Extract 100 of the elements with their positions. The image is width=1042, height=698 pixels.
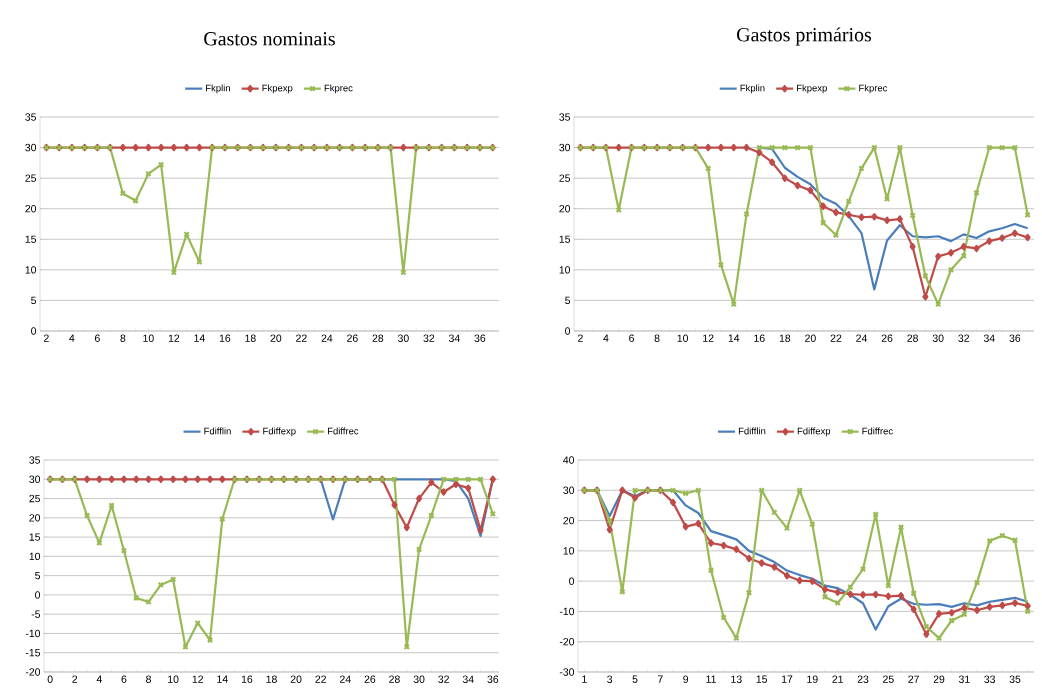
x-tick-label: 26 xyxy=(364,675,376,683)
x-tick-label: 7 xyxy=(657,675,663,683)
x-tick-label: 8 xyxy=(120,334,126,342)
x-tick-label: 22 xyxy=(315,675,326,683)
legend-label: Fdiffrec xyxy=(862,427,893,435)
y-tick-label: 10 xyxy=(563,547,575,555)
y-tick-label: 40 xyxy=(563,456,575,464)
legend-label: Fdiffexp xyxy=(263,427,296,437)
x-tick-label: 12 xyxy=(192,675,203,683)
y-tick-label: 20 xyxy=(25,205,37,213)
x-tick-label: 36 xyxy=(487,675,499,683)
y-tick-label: 0 xyxy=(565,327,571,335)
legend-label: Fkplin xyxy=(206,84,230,94)
y-tick-label: -20 xyxy=(559,638,575,646)
y-tick-label: -10 xyxy=(559,607,575,616)
x-tick-label: 34 xyxy=(448,334,460,342)
y-tick-label: 20 xyxy=(563,516,575,525)
x-tick-label: 5 xyxy=(632,675,638,683)
x-tick-label: 2 xyxy=(44,334,49,342)
x-tick-label: 0 xyxy=(47,675,53,683)
x-tick-label: 30 xyxy=(932,334,944,342)
x-tick-label: 6 xyxy=(629,334,634,342)
x-tick-label: 10 xyxy=(168,675,179,683)
y-tick-label: 30 xyxy=(25,143,37,152)
x-tick-label: 25 xyxy=(883,675,894,683)
x-tick-label: 30 xyxy=(397,334,409,342)
x-tick-label: 15 xyxy=(756,675,768,683)
x-tick-label: 28 xyxy=(389,675,400,683)
x-tick-label: 10 xyxy=(677,334,689,342)
x-tick-label: 14 xyxy=(728,334,740,342)
x-tick-label: 12 xyxy=(168,334,180,342)
x-tick-label: 32 xyxy=(438,675,449,683)
x-tick-label: 2 xyxy=(72,675,78,683)
y-tick-label: 15 xyxy=(29,533,41,541)
y-tick-label: -20 xyxy=(25,668,41,676)
x-tick-label: 13 xyxy=(731,675,742,683)
x-tick-label: 24 xyxy=(321,334,333,342)
x-tick-label: 14 xyxy=(194,334,205,342)
x-tick-label: 34 xyxy=(983,334,995,342)
x-tick-label: 24 xyxy=(856,334,868,342)
y-tick-label: 10 xyxy=(25,266,37,274)
y-tick-label: 10 xyxy=(559,266,571,274)
y-tick-label: 0 xyxy=(569,577,575,585)
x-tick-label: 17 xyxy=(781,675,793,683)
x-tick-label: 18 xyxy=(779,334,791,342)
x-tick-label: 21 xyxy=(832,675,843,683)
y-tick-label: 5 xyxy=(35,572,41,580)
x-tick-label: 16 xyxy=(219,334,231,342)
legend-label: Fdiffexp xyxy=(797,427,831,437)
x-tick-label: 33 xyxy=(984,675,996,683)
y-tick-label: 35 xyxy=(25,113,37,121)
y-tick-label: 15 xyxy=(25,235,37,243)
x-tick-label: 30 xyxy=(413,675,425,683)
y-tick-label: 35 xyxy=(29,456,41,464)
x-tick-label: 16 xyxy=(754,334,765,342)
x-tick-label: 22 xyxy=(296,334,307,342)
x-tick-label: 9 xyxy=(683,675,689,683)
x-tick-label: 31 xyxy=(958,675,970,683)
x-tick-label: 22 xyxy=(830,334,842,342)
legend-label: Fkprec xyxy=(859,84,888,94)
x-tick-label: 26 xyxy=(881,334,893,342)
y-tick-label: -30 xyxy=(559,668,575,676)
x-tick-label: 14 xyxy=(217,675,228,683)
legend-label: Fkpexp xyxy=(797,84,827,94)
x-tick-label: 20 xyxy=(805,334,816,342)
x-tick-label: 4 xyxy=(69,334,75,342)
x-tick-label: 8 xyxy=(146,675,151,683)
x-tick-label: 36 xyxy=(1009,334,1021,342)
y-tick-label: 0 xyxy=(31,327,37,335)
y-tick-label: 30 xyxy=(563,486,575,494)
x-tick-label: 3 xyxy=(607,675,613,683)
y-tick-label: 35 xyxy=(559,113,571,121)
x-tick-label: 18 xyxy=(266,675,277,683)
x-tick-label: 18 xyxy=(245,334,256,342)
x-tick-label: 12 xyxy=(703,334,714,342)
x-tick-label: 28 xyxy=(372,334,384,342)
x-tick-label: 1 xyxy=(582,675,587,683)
y-tick-label: -10 xyxy=(25,629,41,638)
y-tick-label: 5 xyxy=(565,296,571,305)
x-tick-label: 2 xyxy=(578,334,583,342)
x-tick-label: 20 xyxy=(290,675,302,683)
x-tick-label: 32 xyxy=(423,334,435,342)
x-tick-label: 28 xyxy=(907,334,918,342)
x-tick-label: 29 xyxy=(933,675,945,683)
x-tick-label: 8 xyxy=(654,334,660,342)
x-tick-label: 20 xyxy=(270,334,282,342)
legend-label: Fdiffrec xyxy=(327,427,359,435)
x-tick-label: 11 xyxy=(706,675,716,683)
y-tick-label: 20 xyxy=(29,514,41,522)
y-tick-label: -15 xyxy=(25,649,41,657)
x-tick-label: 16 xyxy=(241,675,253,683)
y-tick-label: 25 xyxy=(25,174,37,182)
y-tick-label: 30 xyxy=(559,143,571,152)
chart-title: Gastos nominais xyxy=(204,32,335,46)
y-tick-label: 25 xyxy=(559,174,571,182)
y-tick-label: 15 xyxy=(559,235,571,243)
x-tick-label: 6 xyxy=(121,675,127,683)
y-tick-label: 10 xyxy=(29,552,41,561)
x-tick-label: 23 xyxy=(857,675,869,683)
y-tick-label: 30 xyxy=(29,475,41,483)
